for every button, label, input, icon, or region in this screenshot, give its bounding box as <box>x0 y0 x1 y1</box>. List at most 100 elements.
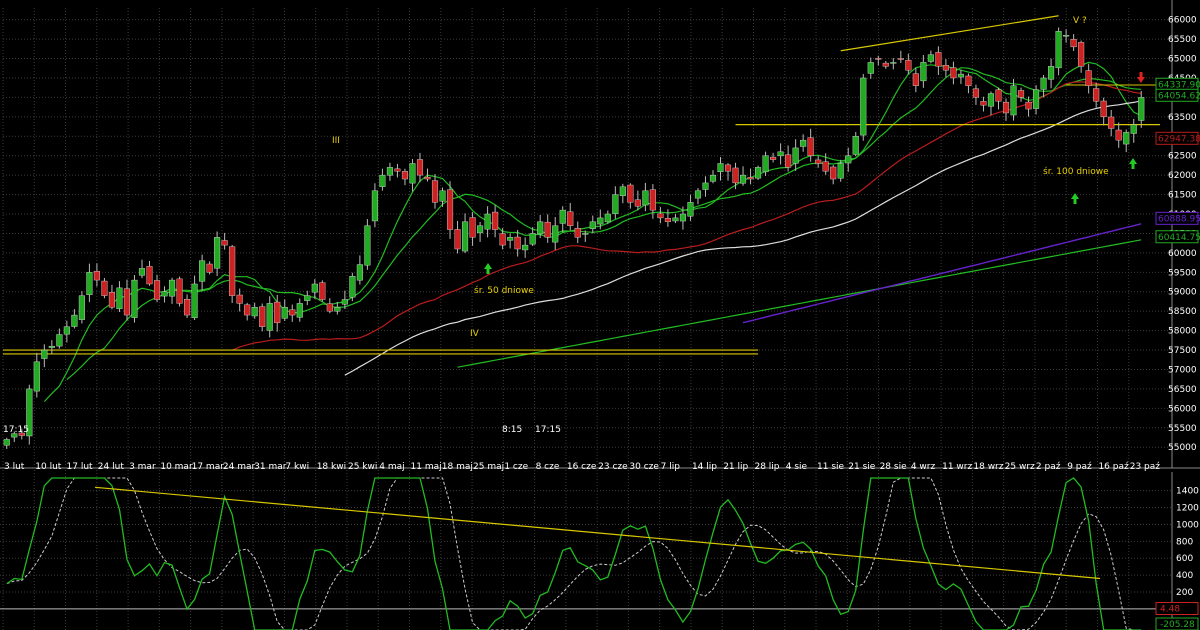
candle-down <box>326 303 333 312</box>
candle-up <box>116 287 123 310</box>
price-tick-label: 59500 <box>1168 268 1197 278</box>
candle-down <box>446 189 454 230</box>
candle-down <box>1070 39 1077 48</box>
price-tick-label: 58500 <box>1168 307 1197 317</box>
price-tick-label: 56000 <box>1168 404 1197 414</box>
candle-up <box>1138 97 1145 121</box>
candle-up <box>1033 89 1040 109</box>
candle-up <box>1055 31 1062 69</box>
candle-down <box>1002 101 1010 114</box>
candle-up <box>559 209 566 224</box>
oscillator-panel: 1400 1200 1000 800 600 400 200 4.48 -205.28 <box>0 477 1199 630</box>
price-tag-box <box>1155 211 1199 225</box>
candle-up <box>694 190 702 199</box>
date-tick-label: 18 maj <box>442 462 473 472</box>
ma100-label: śr. 100 dniowe <box>1043 166 1109 177</box>
indicator-lines <box>3 15 1160 403</box>
osc-tag-box <box>1155 602 1199 616</box>
osc-tick-label: 200 <box>1176 588 1193 598</box>
candle-up <box>957 73 964 78</box>
candle-up <box>131 279 138 318</box>
candle-down <box>875 58 882 60</box>
price-tick-label: 55500 <box>1168 424 1197 434</box>
candle-down <box>221 240 228 246</box>
candle-down <box>664 218 671 222</box>
candle-down <box>732 167 739 184</box>
candle-down <box>176 278 183 304</box>
candle-up <box>386 167 393 176</box>
price-tick-label: 62500 <box>1168 152 1197 162</box>
candle-up <box>597 217 604 225</box>
date-tick-label: 3 lut <box>4 462 25 472</box>
osc-tag-label: -205.28 <box>1160 620 1195 630</box>
candle-up <box>341 299 348 305</box>
candle-down <box>206 263 213 273</box>
candle-up <box>582 233 589 235</box>
candle-down <box>1017 90 1025 98</box>
candle-down <box>1085 70 1092 86</box>
date-tick-label: 24 lut <box>98 462 125 472</box>
candle-down <box>499 233 506 246</box>
candle-up <box>199 260 206 282</box>
price-tick-label: 65000 <box>1168 55 1197 65</box>
candle-down <box>469 217 476 238</box>
candle-up <box>529 233 536 245</box>
candle-up <box>371 190 378 222</box>
date-tick-label: 18 wrz <box>973 462 1003 472</box>
candle-up <box>56 334 63 347</box>
candle-down <box>815 159 822 164</box>
candle-up <box>3 439 10 446</box>
candle-down <box>657 213 664 219</box>
osc-tick-label: 800 <box>1176 537 1193 547</box>
candle-down <box>912 73 919 86</box>
candle-down <box>574 228 581 238</box>
date-tick-label: 18 kwi <box>317 462 346 472</box>
candle-down <box>289 309 296 316</box>
candle-down <box>995 89 1002 102</box>
candle-up <box>304 295 311 301</box>
price-tick-label: 58000 <box>1168 327 1197 337</box>
candle-down <box>394 168 401 172</box>
candle-up <box>800 139 807 147</box>
candle-up <box>266 303 273 331</box>
candle-up <box>679 213 686 222</box>
date-tick-label: 21 lip <box>723 462 748 472</box>
price-tag-label: 60888.95 <box>1158 214 1200 224</box>
date-tick-label: 11 sie <box>817 462 845 472</box>
osc-tag-box <box>1155 617 1199 630</box>
candle-up <box>356 264 363 281</box>
osc-tick-label: 600 <box>1176 554 1193 564</box>
price-tick-label: 61500 <box>1168 191 1197 201</box>
candle-up <box>1123 132 1130 145</box>
candle-up <box>484 213 491 230</box>
candle-up <box>1130 124 1137 134</box>
candle-down <box>1093 88 1100 102</box>
price-tick-label: 65500 <box>1168 35 1197 45</box>
date-tick-label: 7 lip <box>661 462 681 472</box>
candle-down <box>942 65 949 71</box>
date-tick-label: 28 sie <box>880 462 908 472</box>
candle-down <box>807 137 814 156</box>
candle-up <box>1040 77 1047 90</box>
candle-down <box>972 88 980 98</box>
candle-down <box>236 294 243 304</box>
candle-down <box>935 52 942 67</box>
osc-tick-label: 1000 <box>1176 520 1199 530</box>
date-tick-label: 8 cze <box>536 462 560 472</box>
candle-down <box>634 199 641 207</box>
candle-down <box>153 280 161 300</box>
price-tick-label: 57000 <box>1168 365 1197 375</box>
session-time-3: 17:15 <box>535 425 561 435</box>
date-tick-label: 9 paź <box>1067 462 1092 472</box>
candle-up <box>462 221 469 252</box>
session-time-2: 8:15 <box>502 425 522 435</box>
candle-down <box>785 154 792 168</box>
candle-up <box>739 174 747 184</box>
date-tick-label: 2 paź <box>1036 462 1061 472</box>
candle-up <box>987 93 995 107</box>
candle-up <box>507 237 514 241</box>
date-tick-label: 11 maj <box>411 462 442 472</box>
date-tick-label: 23 cze <box>598 462 628 472</box>
